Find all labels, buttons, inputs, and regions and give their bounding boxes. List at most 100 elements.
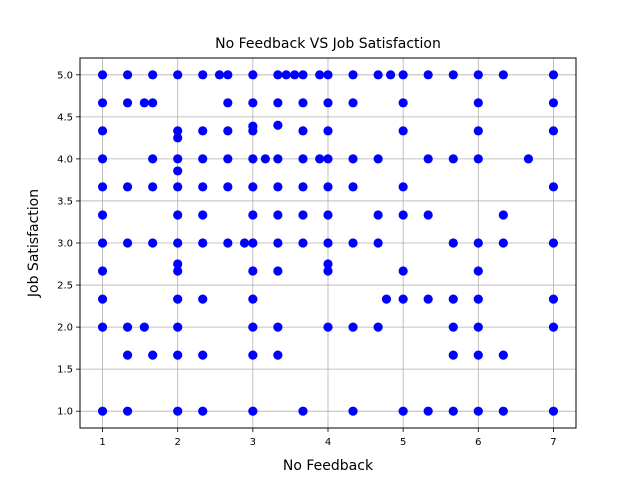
y-tick-label: 3.5	[57, 196, 73, 207]
y-tick-label: 4.5	[57, 112, 73, 123]
scatter-point	[473, 266, 483, 276]
scatter-point	[97, 210, 108, 220]
y-axis-title: Job Satisfaction	[26, 189, 42, 298]
scatter-point	[248, 98, 258, 108]
scatter-point	[198, 182, 208, 192]
scatter-point	[97, 266, 108, 276]
scatter-point	[348, 154, 358, 164]
scatter-point	[448, 322, 458, 332]
scatter-point	[173, 166, 183, 176]
scatter-point	[273, 350, 283, 360]
scatter-point	[323, 266, 333, 276]
scatter-point	[173, 294, 183, 304]
scatter-point	[260, 154, 270, 164]
scatter-point	[473, 294, 483, 304]
chart-title: No Feedback VS Job Satisfaction	[215, 36, 441, 52]
scatter-point	[323, 70, 333, 80]
scatter-point	[97, 98, 108, 108]
scatter-point	[281, 70, 291, 80]
scatter-point	[198, 126, 208, 136]
scatter-point	[173, 266, 183, 276]
scatter-point	[173, 133, 183, 143]
scatter-point	[273, 238, 283, 248]
scatter-point	[381, 294, 392, 304]
scatter-point	[473, 98, 483, 108]
scatter-point	[198, 294, 208, 304]
scatter-point	[198, 350, 208, 360]
scatter-point	[248, 210, 258, 220]
scatter-point	[398, 98, 408, 108]
scatter-point	[448, 154, 458, 164]
scatter-point	[398, 70, 408, 80]
scatter-point	[473, 238, 483, 248]
scatter-point	[373, 154, 383, 164]
scatter-point	[97, 126, 108, 136]
scatter-point	[323, 259, 333, 269]
x-tick-label: 5	[400, 437, 406, 448]
scatter-point	[223, 126, 233, 136]
scatter-point	[498, 238, 508, 248]
scatter-point	[448, 294, 458, 304]
scatter-point	[122, 322, 133, 332]
x-tick-label: 4	[325, 437, 331, 448]
x-tick-label: 1	[99, 437, 105, 448]
scatter-point	[548, 406, 559, 416]
scatter-point	[273, 120, 283, 130]
scatter-point	[248, 238, 258, 248]
scatter-point	[198, 70, 208, 80]
scatter-point	[498, 210, 508, 220]
scatter-point	[398, 266, 408, 276]
scatter-point	[97, 182, 108, 192]
scatter-point	[248, 322, 258, 332]
scatter-point	[173, 182, 183, 192]
scatter-point	[173, 238, 183, 248]
scatter-point	[348, 322, 358, 332]
scatter-point	[423, 70, 433, 80]
data-points	[97, 70, 559, 416]
scatter-point	[273, 182, 283, 192]
scatter-point	[315, 70, 325, 80]
scatter-point	[498, 350, 508, 360]
axis-ticks: 1 2 3 4 5 6 7 1.0 1.5 2.0 2.5 3.0 3.5 4.0 4.5 5.0	[57, 70, 557, 448]
scatter-point	[398, 406, 408, 416]
scatter-point	[298, 238, 308, 248]
scatter-point	[290, 70, 300, 80]
scatter-point	[97, 294, 108, 304]
x-tick-label: 6	[475, 437, 481, 448]
scatter-point	[386, 70, 396, 80]
y-tick-label: 2.5	[57, 281, 73, 292]
scatter-point	[248, 266, 258, 276]
scatter-point	[473, 406, 483, 416]
scatter-point	[173, 126, 183, 136]
scatter-point	[473, 70, 483, 80]
scatter-point	[139, 322, 149, 332]
scatter-point	[548, 70, 559, 80]
scatter-point	[373, 70, 383, 80]
scatter-point	[173, 406, 183, 416]
scatter-point	[498, 70, 508, 80]
scatter-point	[298, 154, 308, 164]
scatter-point	[122, 70, 133, 80]
scatter-point	[373, 210, 383, 220]
scatter-point	[323, 238, 333, 248]
scatter-point	[298, 406, 308, 416]
scatter-point	[548, 294, 559, 304]
scatter-point	[97, 322, 108, 332]
scatter-point	[148, 182, 158, 192]
scatter-point	[198, 210, 208, 220]
scatter-point	[298, 182, 308, 192]
scatter-point	[398, 210, 408, 220]
scatter-point	[273, 210, 283, 220]
scatter-point	[323, 182, 333, 192]
scatter-point	[173, 210, 183, 220]
scatter-point	[398, 126, 408, 136]
y-tick-label: 5.0	[57, 70, 73, 81]
scatter-point	[223, 70, 233, 80]
scatter-point	[248, 70, 258, 80]
scatter-point	[298, 70, 308, 80]
scatter-point	[273, 266, 283, 276]
scatter-point	[473, 154, 483, 164]
scatter-point	[373, 322, 383, 332]
scatter-point	[448, 406, 458, 416]
scatter-point	[398, 294, 408, 304]
